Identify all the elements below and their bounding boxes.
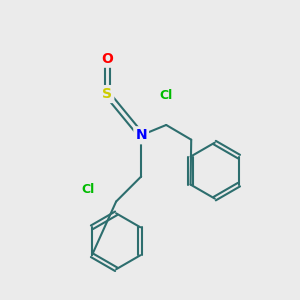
Text: O: O: [101, 52, 113, 66]
Text: S: S: [102, 87, 112, 101]
Text: N: N: [135, 128, 147, 142]
Text: Cl: Cl: [160, 89, 173, 102]
Text: Cl: Cl: [82, 183, 95, 196]
